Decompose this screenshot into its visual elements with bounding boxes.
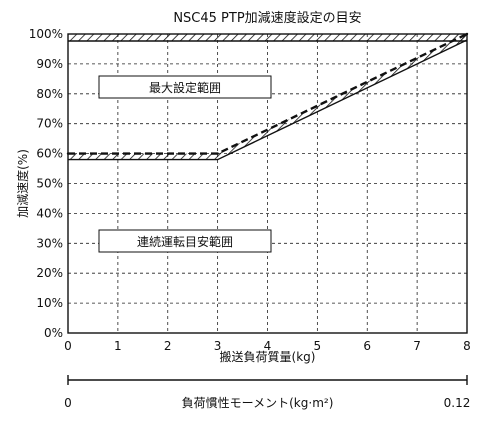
- x-tick-label: 5: [314, 339, 322, 353]
- y-tick-label: 70%: [36, 117, 63, 131]
- x-axis-title: 搬送負荷質量(kg): [220, 349, 316, 364]
- x-tick-label: 2: [164, 339, 172, 353]
- y-tick-label: 80%: [36, 87, 63, 101]
- x-tick-label: 8: [463, 339, 471, 353]
- y-tick-label: 40%: [36, 206, 63, 220]
- x-tick-label: 1: [114, 339, 122, 353]
- y-axis-ticks: 0% 10% 20% 30% 40% 50% 60% 70% 80% 90% 100%: [29, 27, 63, 340]
- hatch-bands: [68, 34, 467, 160]
- plot-frame: [67, 33, 468, 334]
- region-max-setting-box: [98, 75, 272, 99]
- y-axis-title: 加減速度(%): [15, 149, 30, 218]
- series-layer: [66, 32, 469, 161]
- x-tick-label: 3: [214, 339, 222, 353]
- y-tick-label: 0%: [44, 326, 63, 340]
- secondary-axis: 0 負荷慣性モーメント(kg·m²) 0.12: [64, 375, 470, 410]
- chart-title: NSC45 PTP加減速度設定の目安: [173, 10, 361, 26]
- y-tick-label: 60%: [36, 147, 63, 161]
- y-tick-label: 30%: [36, 236, 63, 250]
- y-tick-label: 100%: [29, 27, 63, 41]
- region-max-setting: 最大設定範囲: [98, 75, 272, 99]
- x-tick-label: 7: [413, 339, 421, 353]
- y-tick-label: 50%: [36, 177, 63, 191]
- x-tick-label: 6: [363, 339, 371, 353]
- secondary-axis-title: 負荷慣性モーメント(kg·m²): [182, 395, 334, 410]
- series-point: [66, 152, 70, 155]
- x-axis-ticks: 0 1 2 3 4 5 6 7 8: [64, 339, 471, 353]
- x-tick-label: 4: [264, 339, 272, 353]
- series-point: [465, 32, 469, 36]
- series-band-edge: [68, 39, 468, 161]
- secondary-axis-max-label: 0.12: [444, 396, 471, 410]
- upper-limit-hatch: [68, 34, 467, 41]
- y-tick-label: 90%: [36, 57, 63, 71]
- x-tick-label: 0: [64, 339, 72, 353]
- series-point: [216, 152, 219, 155]
- y-tick-label: 10%: [36, 296, 63, 310]
- y-tick-label: 20%: [36, 266, 63, 280]
- region-max-setting-label: 最大設定範囲: [149, 80, 221, 95]
- secondary-axis-min-label: 0: [64, 396, 72, 410]
- region-continuous-operation-label: 連続運転目安範囲: [137, 234, 233, 249]
- region-continuous-operation: 連続運転目安範囲: [98, 229, 272, 253]
- region-continuous-operation-box: [98, 229, 272, 253]
- series-hatch-band: [68, 34, 467, 160]
